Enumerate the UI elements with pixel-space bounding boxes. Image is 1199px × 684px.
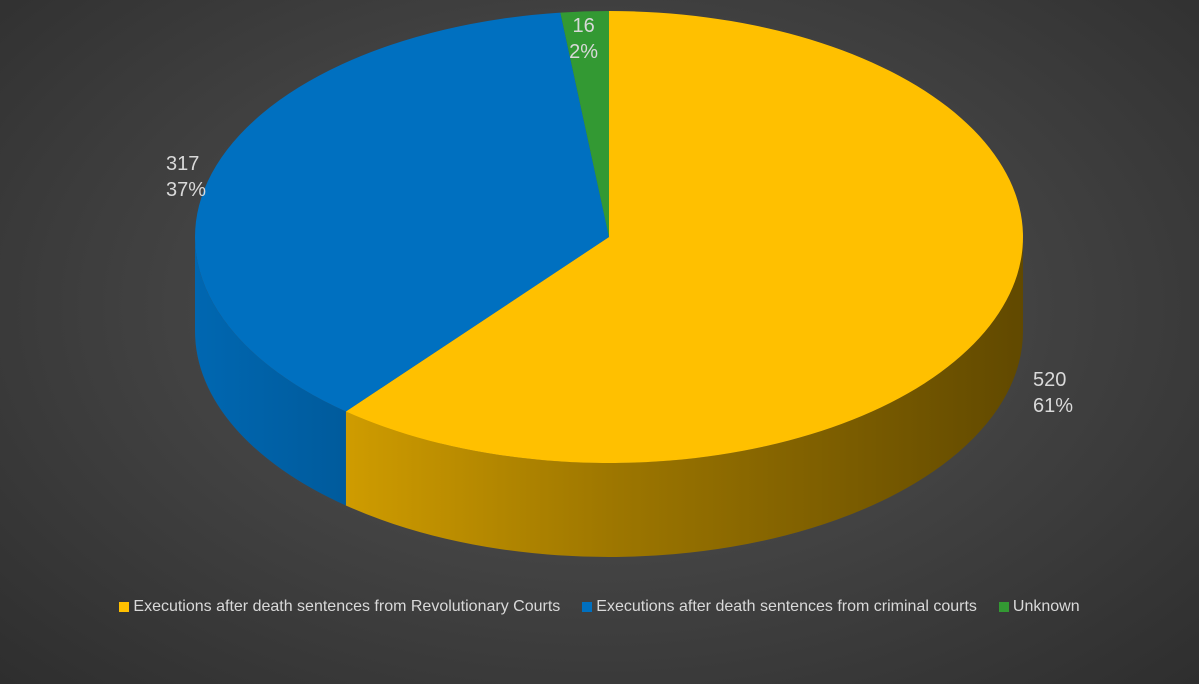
legend-item-revolutionary-courts: Executions after death sentences from Re… <box>119 598 560 616</box>
data-label-value-unknown: 16 <box>572 15 594 37</box>
pie-side-executions-after-death-sentences-from-revolutionary-courts <box>345 237 1023 557</box>
pie-labels: 520 61% 317 37% 16 2% <box>166 15 1073 417</box>
pie-top <box>195 11 1023 463</box>
data-label-percent-executions-after-death-sentences-from-revolutionary-courts: 61% <box>1033 395 1073 417</box>
legend-item-criminal-courts: Executions after death sentences from cr… <box>582 598 977 616</box>
legend-swatch-unknown <box>998 602 1009 612</box>
legend-item-unknown: Unknown <box>998 598 1080 616</box>
pie-slice-executions-after-death-sentences-from-revolutionary-courts <box>345 11 1023 463</box>
legend-swatch-criminal-courts <box>582 602 593 612</box>
legend-swatch-revolutionary-courts <box>119 602 130 612</box>
pie-side-executions-after-death-sentences-from-criminal-courts <box>195 237 346 506</box>
data-label-value-executions-after-death-sentences-from-criminal-courts: 317 <box>166 153 199 175</box>
pie-slice-unknown <box>560 11 609 237</box>
data-label-value-executions-after-death-sentences-from-revolutionary-courts: 520 <box>1033 369 1066 391</box>
legend: Executions after death sentences from Re… <box>0 598 1199 616</box>
legend-label-criminal-courts: Executions after death sentences from cr… <box>596 598 977 615</box>
pie-slice-executions-after-death-sentences-from-criminal-courts <box>195 12 609 412</box>
data-label-percent-executions-after-death-sentences-from-criminal-courts: 37% <box>166 179 206 201</box>
legend-label-revolutionary-courts: Executions after death sentences from Re… <box>133 598 561 615</box>
data-label-percent-unknown: 2% <box>569 41 598 63</box>
legend-label-unknown: Unknown <box>1012 598 1080 615</box>
